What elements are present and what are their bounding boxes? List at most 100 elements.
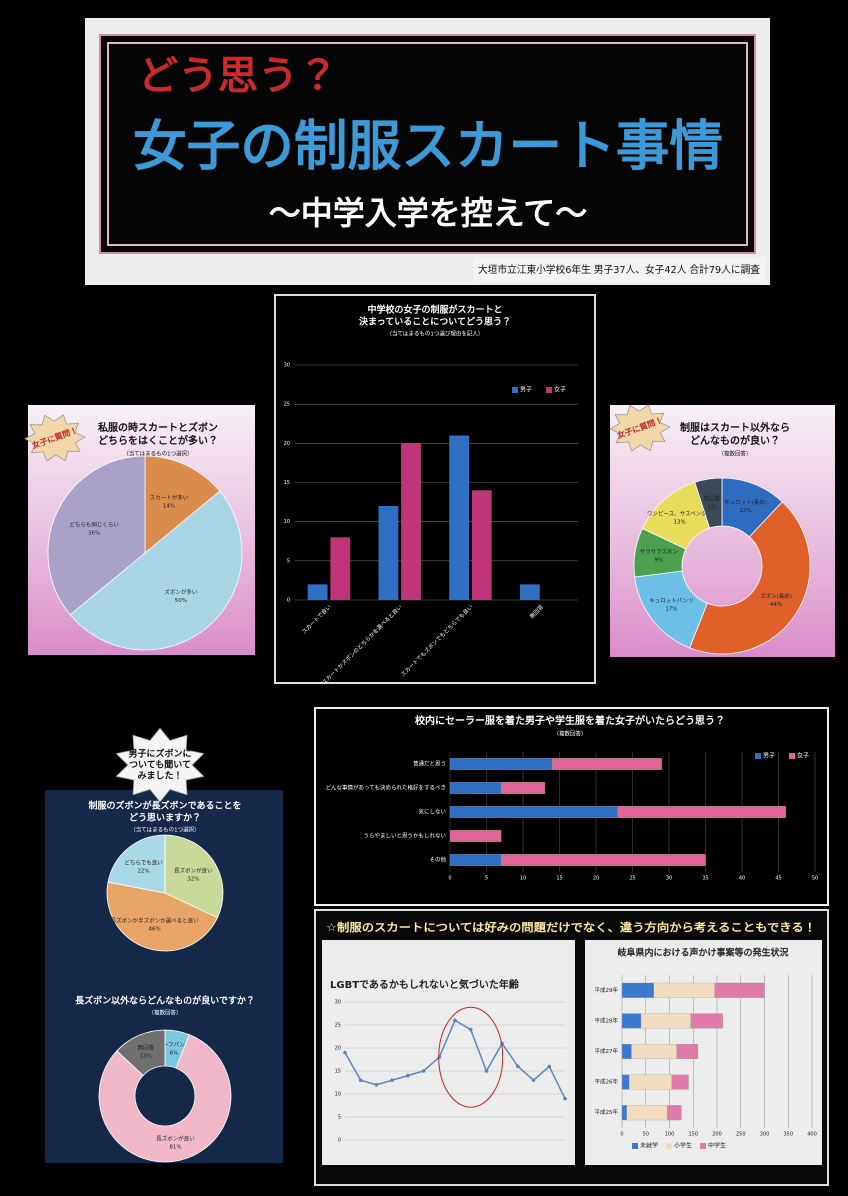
y-tick-label: 30 [284,363,290,369]
poster: どう思う？女子の制服スカート事情〜中学入学を控えて〜大垣市立江東小学校6年生 男… [0,0,848,1196]
slice-value: 22% [137,869,149,875]
legend-swatch [700,1143,706,1149]
chart-title: 校内にセーラー服を着た男子や学生服を着た女子がいたらどう思う？ [415,714,725,727]
chart-title: 私服の時スカートとズボン [97,421,218,434]
slice-label: ワンピース、サスペンダー [647,509,712,517]
bar [622,983,654,998]
legend-label: 女子 [554,386,566,394]
x-tick-label: 0 [620,1132,623,1138]
slice-label: キュロット(長め) [724,499,767,506]
chart-title: 長ズボン以外ならどんなものが良いですか？ [75,995,255,1007]
point [453,1019,457,1023]
x-tick-label: 400 [807,1132,817,1138]
chart-subtitle: （当てはまるもの1つ選択） [130,826,199,834]
slice-value: 81% [169,1144,181,1150]
bar [501,782,545,794]
slice-value: 13% [140,1053,152,1059]
bar [667,1105,681,1120]
y-tick-label: 平成28年 [595,1016,619,1024]
x-tick-label: 150 [688,1132,698,1138]
bar [450,782,501,794]
slice-value: 17% [665,607,677,613]
y-tick-label: うらやましいと思うかもしれない [363,832,446,840]
legend-label: 中学生 [708,1142,726,1150]
bar [629,1075,672,1090]
bar [450,758,552,770]
x-tick-label: 200 [712,1132,722,1138]
slice-label: ズボン(長め) [760,592,792,600]
bar [472,490,492,600]
x-tick-label: 35 [702,876,708,882]
legend-swatch [512,387,518,393]
slice-value: 44% [770,602,782,608]
point [359,1078,363,1082]
bar [632,1044,677,1059]
bar [677,1044,698,1059]
legend-swatch [632,1143,638,1149]
legend-swatch [789,753,795,759]
x-tick-label: 25 [629,876,635,882]
point [343,1051,347,1055]
chart-subtitle: （複数回答） [553,730,586,738]
y-tick-label: 平成29年 [595,986,619,994]
bar [622,1075,629,1090]
slice-value: 5% [708,504,717,510]
y-tick-label: 20 [335,1046,341,1052]
point [422,1069,426,1073]
slice-label: スカートが多い [150,494,189,502]
y-tick-label: どんな事情があっても決められた格好をするべき [326,784,446,792]
point [485,1069,489,1073]
x-tick-label: 45 [775,876,781,882]
slice-label: 無回答 [704,494,721,502]
x-tick-label: 100 [665,1132,675,1138]
y-tick-label: 15 [335,1069,341,1075]
y-tick-label: 5 [338,1115,341,1121]
x-tick-label: 0 [448,876,451,882]
x-tick-label: 5 [485,876,488,882]
chart-title: どちらをはくことが多い？ [98,434,218,447]
kicker: どう思う？ [138,53,338,99]
x-tick-label: 30 [666,876,672,882]
legend-label: 男子 [520,387,532,394]
chart-title: どう思いますか？ [129,812,201,824]
y-tick-label: 15 [284,480,290,486]
x-tick-label: 300 [760,1132,770,1138]
legend-swatch [755,753,761,759]
y-tick-label: 平成27年 [595,1047,619,1055]
legend-label: 男子 [763,753,775,760]
point [469,1028,473,1032]
bar [622,1014,641,1029]
y-tick-label: 普通だと思う [413,760,446,768]
bar [378,506,398,600]
slice-value: 13% [674,519,686,525]
y-tick-label: 0 [287,598,290,604]
slice-label: どちらも同じくらい [69,521,119,529]
slice-value: 12% [739,508,751,514]
y-tick-label: 5 [287,558,290,564]
slice-label: ズボンが多い [164,588,198,596]
bar [401,443,421,600]
point [390,1078,394,1082]
y-tick-label: 平成25年 [595,1108,619,1116]
title: 女子の制服スカート事情 [133,115,723,178]
x-tick-label: 250 [736,1132,746,1138]
legend-label: 未就学 [640,1142,658,1150]
point [516,1065,520,1069]
bar [450,830,501,842]
chart-title: LGBTであるかもしれないと気づいた年齢 [330,978,520,991]
chart-title: 岐阜県内における声かけ事案等の発生状況 [617,947,788,959]
x-tick-label: 50 [643,1132,649,1138]
bar [627,1105,667,1120]
slice-value: 32% [187,876,199,882]
slice-label: サラサラズボン [640,547,679,555]
x-tick-label: 15 [556,876,562,882]
slice-label: 長ズボンが良い [174,866,213,874]
slice-value: 14% [163,504,175,510]
y-tick-label: 25 [335,1023,341,1029]
point [547,1065,551,1069]
chart-subtitle: （当てはまるもの1つ選び理由を記入） [387,330,484,338]
y-tick-label: 10 [284,519,290,525]
subtitle: 〜中学入学を控えて〜 [269,194,587,232]
chart-subtitle: （複数回答） [718,450,751,458]
slice-value: 46% [148,926,160,932]
